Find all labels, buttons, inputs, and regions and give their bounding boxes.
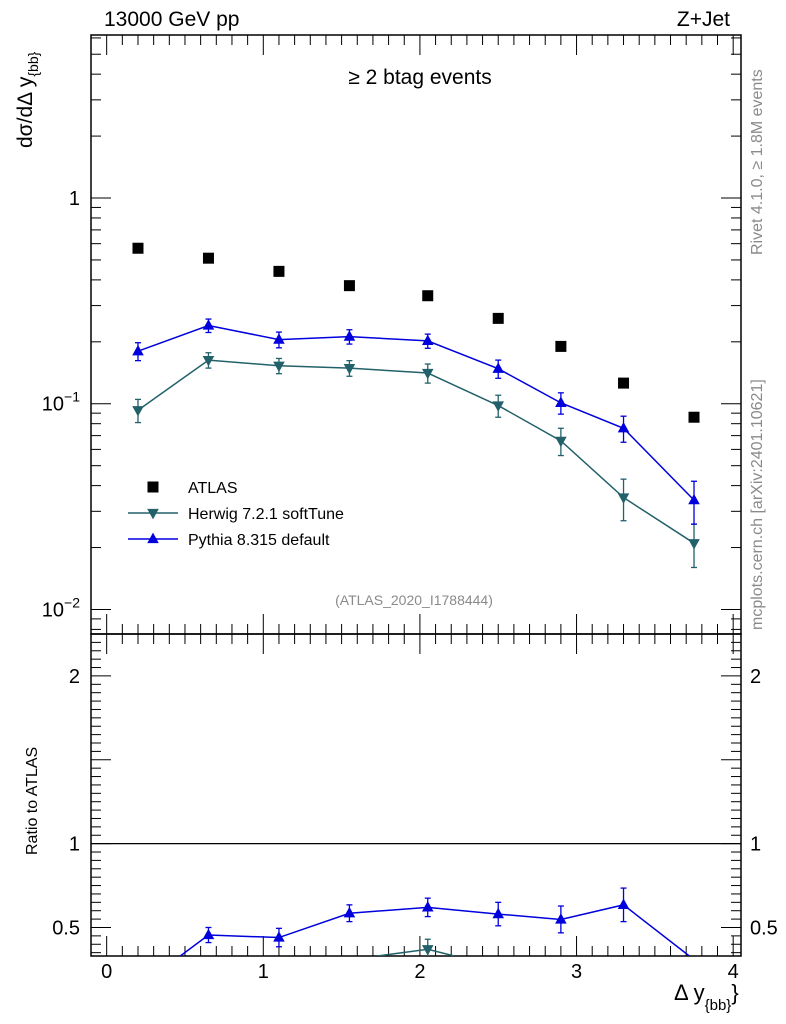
series-atlas	[132, 242, 700, 423]
ratio-y-tick-label-right: 2	[750, 666, 761, 688]
data-point-atlas	[273, 265, 285, 277]
data-point-atlas	[555, 340, 567, 352]
ratio-point-herwig	[421, 945, 434, 956]
data-point-pythia-8-315-default	[132, 344, 144, 356]
data-point-atlas	[618, 377, 630, 389]
y-axis-label-ratio: Ratio to ATLAS	[24, 747, 41, 855]
ratio-series	[179, 887, 690, 956]
data-point-pythia-8-315-default	[273, 333, 285, 344]
y-axis-label-main-subscript: {bb}	[25, 51, 41, 76]
main-y-tick-label: 1	[69, 188, 80, 210]
data-point-herwig-7-2-1-softtune	[202, 355, 215, 367]
data-point-atlas	[688, 411, 700, 423]
ratio-point-pythia	[617, 898, 630, 909]
x-axis-label-subscript: {bb}	[705, 997, 732, 1014]
data-point-pythia-8-315-default	[555, 396, 567, 407]
data-point-atlas	[492, 312, 504, 324]
data-point-atlas	[132, 242, 144, 254]
ratio-series-group	[179, 887, 690, 956]
legend-entry-atlas: ATLAS	[147, 480, 238, 497]
legend-entry-pythia-8-315-default: Pythia 8.315 default	[128, 532, 330, 549]
legend: ATLAS Herwig 7.2.1 softTune Pythia 8.315 d…	[128, 480, 344, 549]
ratio-point-pythia	[421, 901, 434, 912]
ratio-y-tick-label: 1	[69, 834, 80, 856]
x-tick-label: 4	[728, 961, 739, 983]
series-pythia-8-315-default	[132, 318, 700, 525]
main-series	[132, 242, 700, 569]
legend-label-herwig-7-2-1-softtune: Herwig 7.2.1 softTune	[188, 506, 344, 523]
legend-entry-herwig-7-2-1-softtune: Herwig 7.2.1 softTune	[128, 506, 344, 523]
main-axes: 110−110−2	[42, 37, 741, 630]
main-y-tick-label-base: 10	[42, 394, 64, 416]
x-tick-label: 3	[571, 961, 582, 983]
data-point-pythia-8-315-default	[202, 319, 215, 330]
legend-marker-atlas	[147, 481, 159, 493]
legend-label-atlas: ATLAS	[188, 480, 238, 497]
process-label: Z+Jet	[677, 8, 730, 31]
x-tick-label: 1	[258, 961, 269, 983]
data-point-herwig-7-2-1-softtune	[132, 406, 144, 417]
ratio-y-tick-label-right: 1	[750, 834, 761, 856]
x-tick-label: 0	[101, 961, 112, 983]
energy-label: 13000 GeV pp	[104, 8, 239, 31]
ratio-point-pythia	[343, 906, 356, 918]
x-axis-label-brace: }	[731, 980, 738, 1005]
x-axis-label: Δ y{bb}}	[674, 980, 739, 1014]
data-point-herwig-7-2-1-softtune	[555, 436, 567, 448]
data-point-pythia-8-315-default	[688, 493, 700, 505]
ratio-point-pythia	[273, 931, 285, 942]
ratio-y-tick-label: 0.5	[52, 917, 80, 939]
main-y-tick-label: 10−2	[42, 594, 80, 621]
ratio-y-tick-label: 2	[69, 666, 80, 688]
legend-marker-pythia-8-315-default	[147, 532, 159, 544]
ratio-line-herwig	[377, 948, 455, 956]
data-point-herwig-7-2-1-softtune	[492, 401, 505, 412]
data-point-herwig-7-2-1-softtune	[688, 539, 700, 550]
ratio-point-pythia	[202, 928, 215, 940]
data-point-pythia-8-315-default	[421, 334, 434, 346]
data-point-herwig-7-2-1-softtune	[421, 368, 434, 380]
ratio-point-pythia	[492, 907, 505, 919]
series-herwig-7-2-1-softtune	[132, 352, 700, 569]
mcplots-label: mcplots.cern.ch [arXiv:2401.10621]	[749, 379, 766, 630]
data-point-atlas	[343, 280, 355, 292]
plot-title: ≥ 2 btag events	[348, 66, 491, 89]
x-tick-label: 2	[414, 961, 425, 983]
analysis-id: (ATLAS_2020_I1788444)	[335, 592, 493, 608]
rivet-label: Rivet 4.1.0, ≥ 1.8M events	[749, 69, 766, 255]
data-point-pythia-8-315-default	[492, 362, 505, 373]
ratio-point-pythia	[555, 913, 567, 924]
data-point-herwig-7-2-1-softtune	[273, 361, 285, 373]
main-y-tick-label-exponent: −2	[64, 594, 80, 610]
ratio-axes: 2 2 1 1 0.5 0.5	[52, 641, 778, 954]
data-point-pythia-8-315-default	[617, 421, 630, 433]
x-axis: 0 1 2 3 4	[101, 35, 739, 983]
data-point-herwig-7-2-1-softtune	[343, 363, 356, 375]
main-y-tick-label-exponent: −1	[64, 389, 80, 405]
ratio-y-tick-label-right: 0.5	[750, 917, 778, 939]
data-point-atlas	[422, 290, 434, 302]
data-point-herwig-7-2-1-softtune	[617, 493, 630, 504]
series-line-pythia-8-315-default	[137, 324, 695, 501]
legend-label-pythia-8-315-default: Pythia 8.315 default	[188, 532, 330, 549]
ratio-plot-frame	[90, 633, 742, 957]
y-axis-label-main: dσ/dΔ y{bb}	[14, 51, 41, 148]
ratio-line-pythia	[179, 904, 690, 956]
main-y-tick-label-base: 10	[42, 599, 64, 621]
legend-marker-herwig-7-2-1-softtune	[147, 508, 159, 520]
data-point-atlas	[202, 252, 214, 264]
main-y-tick-label: 10−1	[42, 389, 80, 416]
data-point-pythia-8-315-default	[343, 330, 356, 341]
